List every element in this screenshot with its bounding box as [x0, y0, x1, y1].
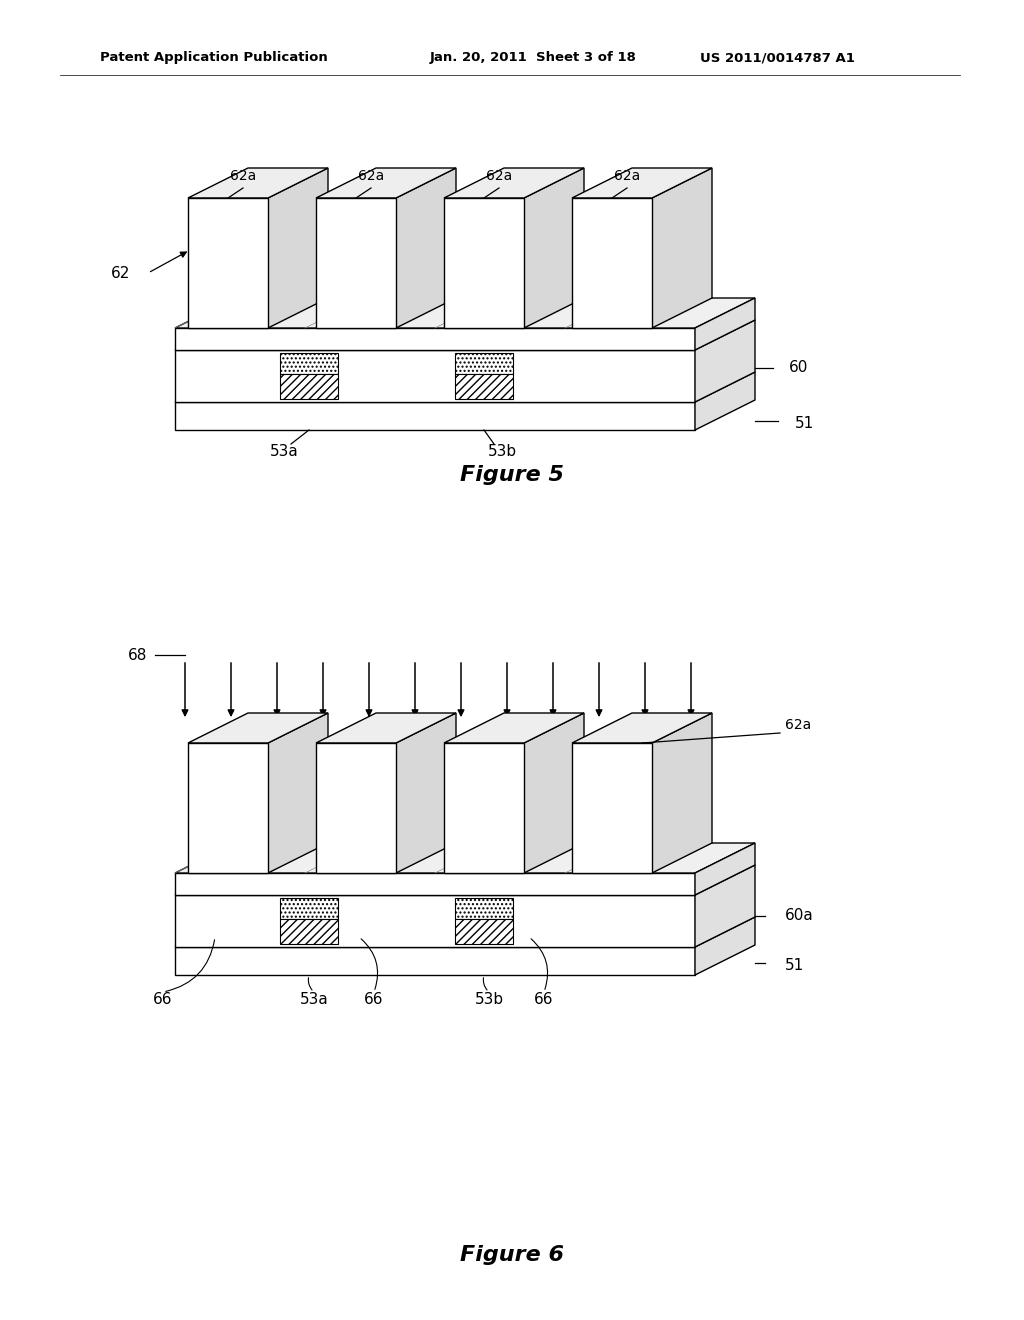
Polygon shape	[280, 919, 338, 944]
Polygon shape	[455, 374, 513, 399]
Polygon shape	[695, 319, 755, 403]
Polygon shape	[268, 713, 328, 873]
Polygon shape	[175, 350, 695, 403]
Polygon shape	[524, 168, 584, 327]
Polygon shape	[188, 743, 268, 873]
Polygon shape	[572, 743, 652, 873]
Polygon shape	[316, 168, 456, 198]
Polygon shape	[188, 198, 268, 327]
Polygon shape	[175, 865, 755, 895]
Polygon shape	[572, 198, 652, 327]
Polygon shape	[652, 713, 712, 873]
Text: 62a: 62a	[613, 169, 640, 183]
Polygon shape	[268, 168, 328, 327]
Polygon shape	[455, 352, 513, 374]
Text: 53a: 53a	[300, 993, 329, 1007]
Text: 51: 51	[795, 417, 814, 432]
Polygon shape	[280, 374, 338, 399]
Polygon shape	[524, 713, 584, 873]
Polygon shape	[175, 319, 755, 350]
Text: 51: 51	[785, 958, 804, 974]
Text: Figure 6: Figure 6	[460, 1245, 564, 1265]
Polygon shape	[188, 168, 328, 198]
Polygon shape	[316, 713, 456, 743]
Text: Figure 5: Figure 5	[460, 465, 564, 484]
Text: 68: 68	[128, 648, 147, 663]
Polygon shape	[316, 198, 396, 327]
Polygon shape	[444, 198, 524, 327]
Text: 62: 62	[111, 265, 130, 281]
Text: 53b: 53b	[474, 993, 504, 1007]
Polygon shape	[175, 403, 695, 430]
Polygon shape	[396, 713, 456, 873]
Polygon shape	[280, 898, 338, 919]
Polygon shape	[444, 713, 584, 743]
Polygon shape	[572, 713, 712, 743]
Polygon shape	[695, 843, 755, 895]
Text: 62a: 62a	[357, 169, 384, 183]
Polygon shape	[572, 168, 712, 198]
Polygon shape	[175, 946, 695, 975]
Polygon shape	[695, 298, 755, 350]
Text: 62a: 62a	[485, 169, 512, 183]
Polygon shape	[280, 352, 338, 374]
Text: 66: 66	[365, 993, 384, 1007]
Text: 62a: 62a	[229, 169, 256, 183]
Text: US 2011/0014787 A1: US 2011/0014787 A1	[700, 51, 855, 65]
Polygon shape	[396, 168, 456, 327]
Polygon shape	[188, 713, 328, 743]
Text: 62a: 62a	[785, 718, 811, 733]
Polygon shape	[175, 843, 755, 873]
Text: 60: 60	[790, 360, 808, 375]
Text: Patent Application Publication: Patent Application Publication	[100, 51, 328, 65]
Text: 66: 66	[535, 993, 554, 1007]
Text: Jan. 20, 2011  Sheet 3 of 18: Jan. 20, 2011 Sheet 3 of 18	[430, 51, 637, 65]
Polygon shape	[455, 898, 513, 919]
Polygon shape	[175, 372, 755, 403]
Polygon shape	[695, 917, 755, 975]
Polygon shape	[695, 372, 755, 430]
Polygon shape	[455, 919, 513, 944]
Text: 53a: 53a	[269, 445, 298, 459]
Polygon shape	[444, 743, 524, 873]
Polygon shape	[316, 743, 396, 873]
Polygon shape	[175, 873, 695, 895]
Polygon shape	[444, 168, 584, 198]
Text: 66: 66	[154, 993, 173, 1007]
Text: 60a: 60a	[785, 908, 814, 924]
Polygon shape	[175, 298, 755, 327]
Polygon shape	[175, 917, 755, 946]
Polygon shape	[652, 168, 712, 327]
Polygon shape	[175, 895, 695, 946]
Polygon shape	[695, 865, 755, 946]
Text: 53b: 53b	[487, 445, 516, 459]
Polygon shape	[175, 327, 695, 350]
